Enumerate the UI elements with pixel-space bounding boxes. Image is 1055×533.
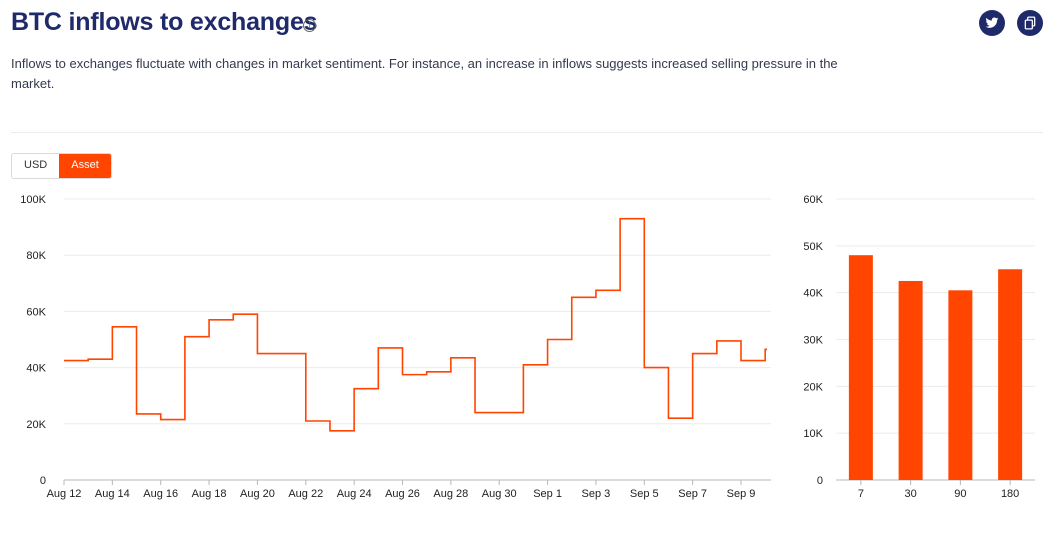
y-tick-label: 10K [803,428,823,440]
x-tick-label: 30 [905,488,917,500]
y-tick-label: 40K [26,363,46,375]
y-tick-label: 80K [26,250,46,262]
twitter-share-button[interactable] [979,10,1005,36]
x-tick-label: Sep 5 [630,488,659,500]
toggle-usd[interactable]: USD [12,154,60,178]
copy-icon [1024,16,1036,30]
y-tick-label: 30K [803,335,823,347]
divider [11,132,1043,133]
y-tick-label: 20K [803,381,823,393]
line-chart: 0 20K 40K 60K 80K 100K Aug 12 Aug 14 Aug 16 Aug 1… [20,194,771,500]
x-tick-label: Aug 24 [337,488,372,500]
y-tick-label: 0 [817,475,823,487]
x-tick-label: Sep 3 [582,488,611,500]
y-tick-label: 40K [803,288,823,300]
x-tick-label: Aug 20 [240,488,275,500]
x-tick-label: Aug 18 [192,488,227,500]
y-tick-label: 60K [803,194,823,206]
toggle-asset[interactable]: Asset [59,154,111,178]
x-tick-label: Aug 14 [95,488,130,500]
page-title: BTC inflows to exchanges [11,8,318,36]
x-tick-label: Aug 22 [288,488,323,500]
bar [948,290,973,480]
currency-toggle[interactable]: USD Asset [11,153,112,179]
bar [898,280,923,480]
x-tick-label: Aug 28 [433,488,468,500]
series-line [64,217,767,432]
x-tick-label: Aug 30 [482,488,517,500]
y-tick-label: 20K [26,419,46,431]
y-tick-label: 100K [20,194,46,206]
copy-button[interactable] [1017,10,1043,36]
twitter-icon [985,17,999,28]
x-tick-label: 180 [1001,488,1019,500]
x-tick-label: Sep 9 [727,488,756,500]
x-tick-label: 90 [954,488,966,500]
bar [998,269,1023,480]
info-icon[interactable]: i [303,19,316,32]
y-tick-label: 0 [40,475,46,487]
x-tick-label: Sep 1 [533,488,562,500]
x-tick-label: 7 [858,488,864,500]
description: Inflows to exchanges fluctuate with chan… [11,56,838,91]
bar [848,255,873,480]
x-tick-label: Aug 12 [47,488,82,500]
x-tick-label: Sep 7 [678,488,707,500]
x-tick-label: Aug 16 [143,488,178,500]
x-tick-label: Aug 26 [385,488,420,500]
bar-chart: 0 10K 20K 30K 40K 50K 60K 7 30 90 180 [803,194,1035,500]
y-tick-label: 50K [803,241,823,253]
y-tick-label: 60K [26,306,46,318]
